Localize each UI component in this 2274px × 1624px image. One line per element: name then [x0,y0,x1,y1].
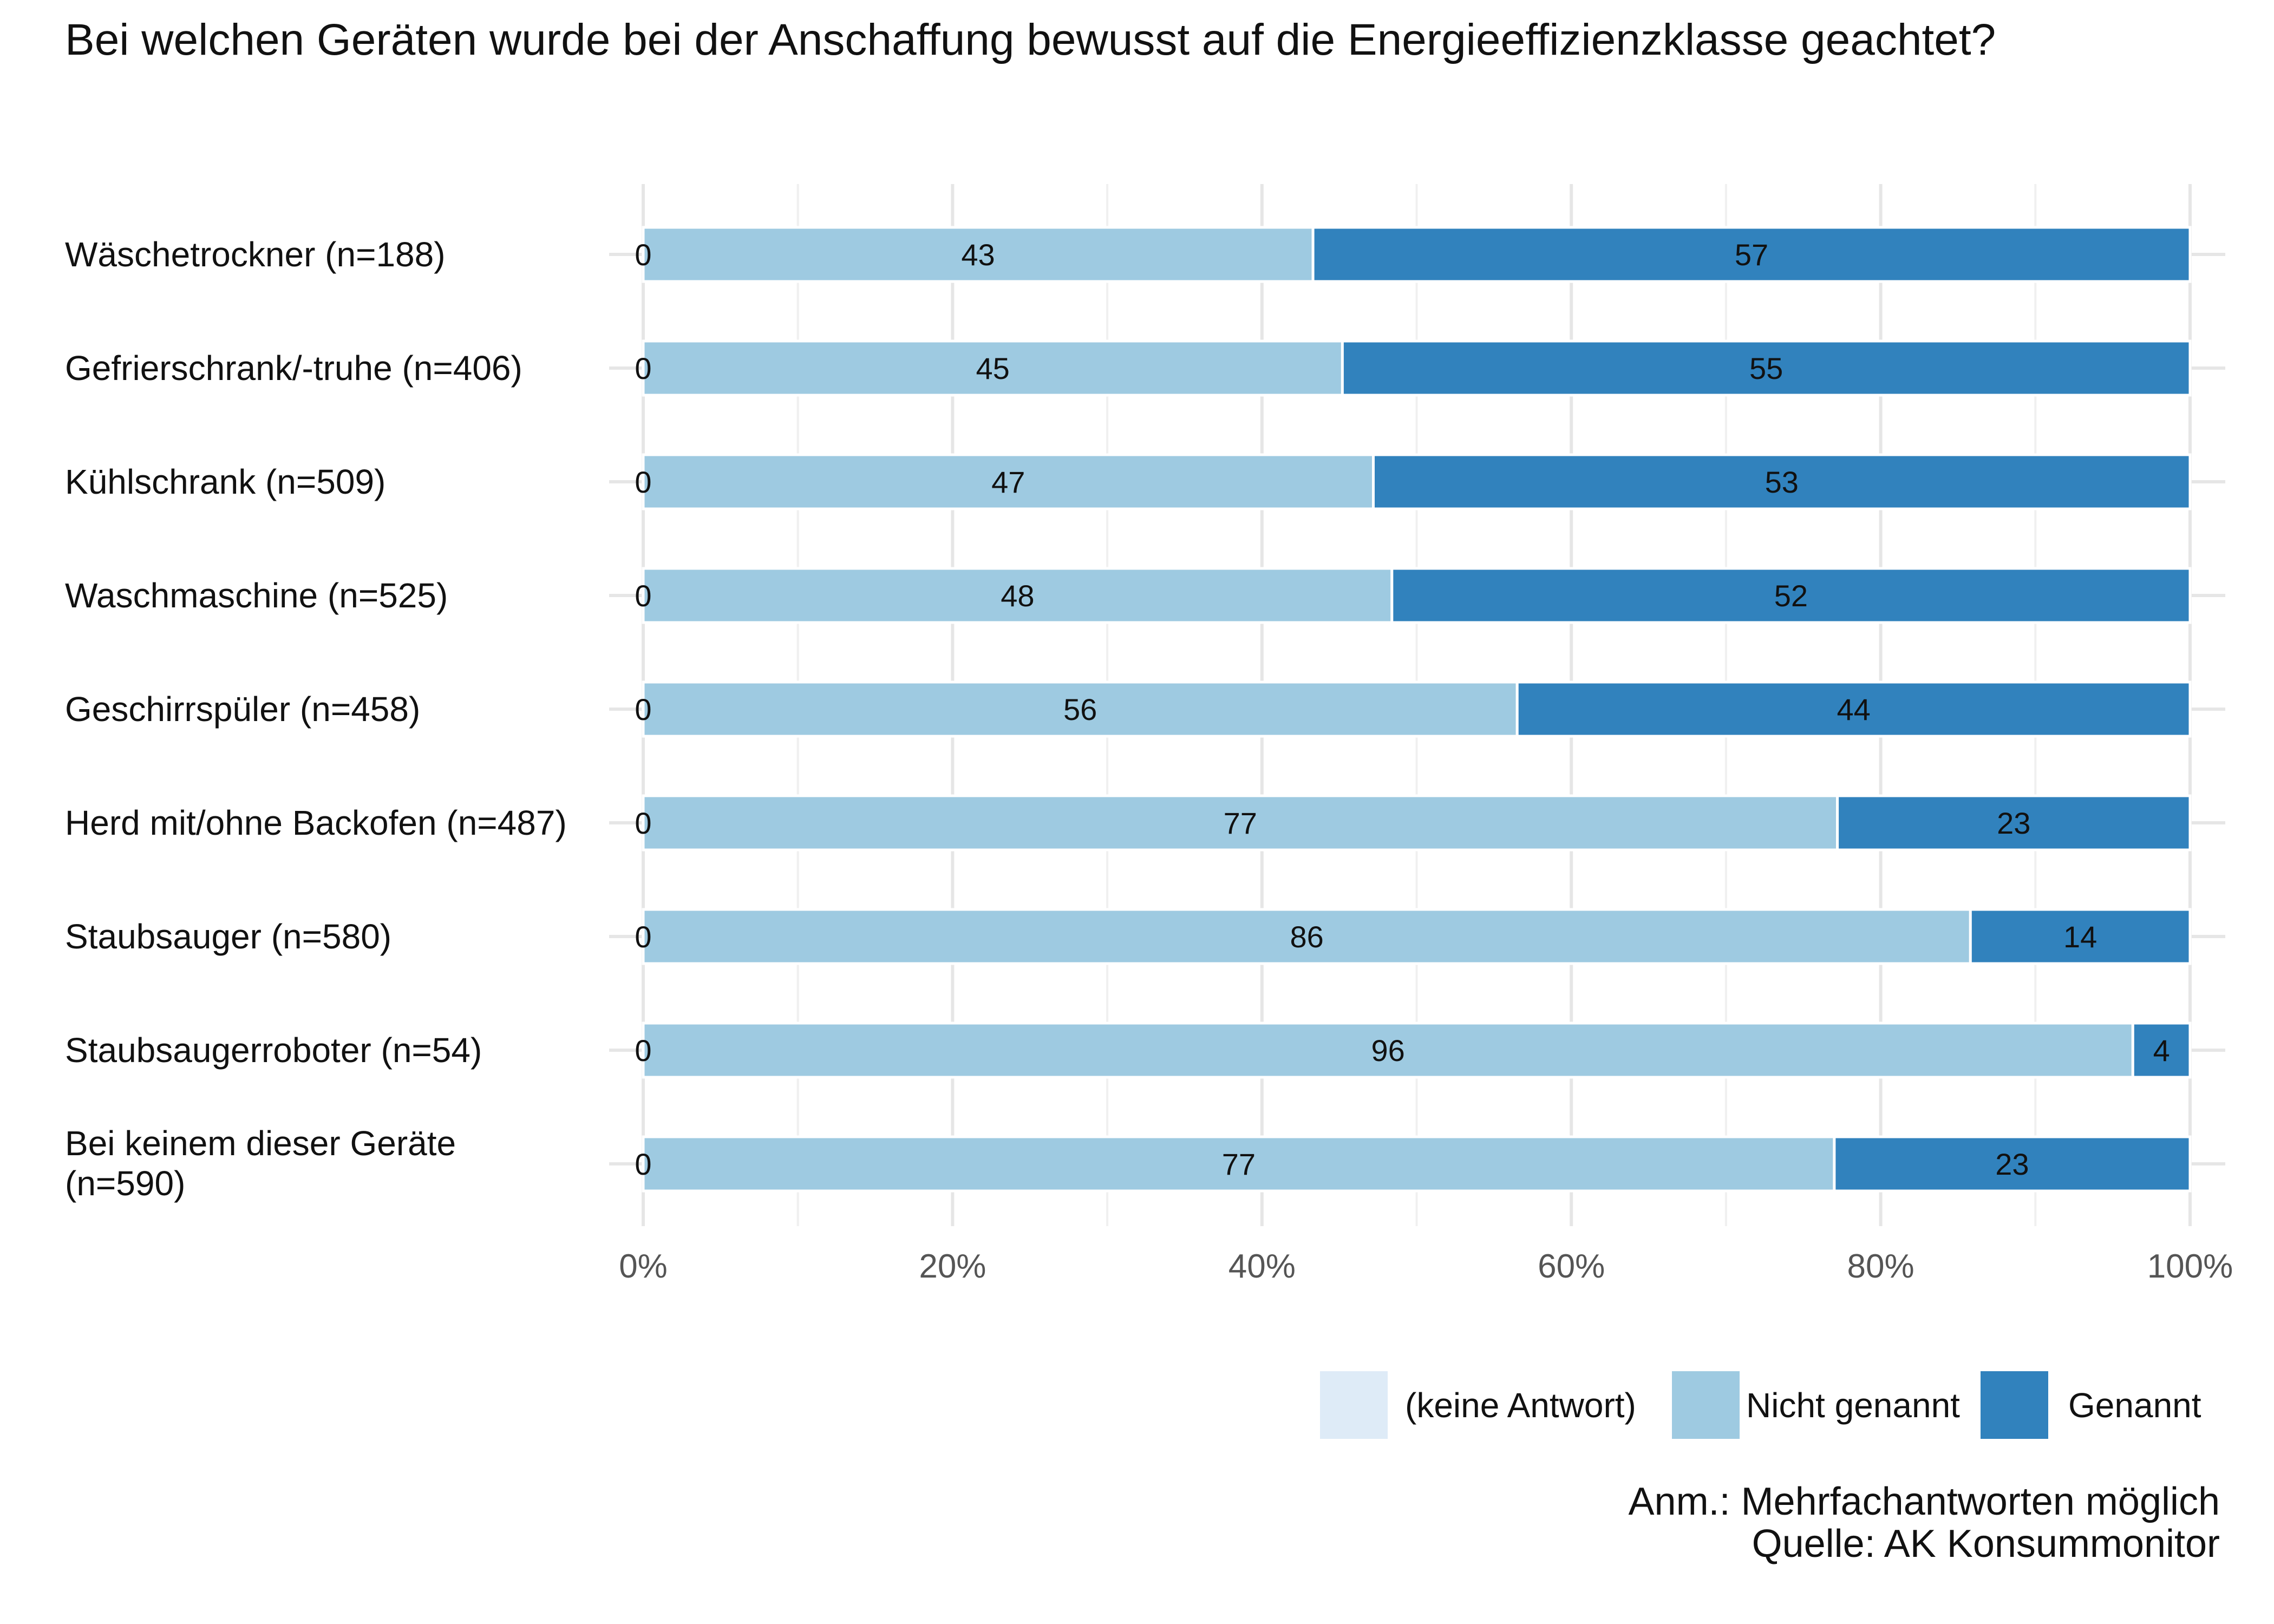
legend-swatch [1320,1371,1388,1439]
bar-genannt [1372,453,2192,510]
bars [642,226,2192,1193]
x-tick-label: 20% [919,1248,986,1285]
value-label: 23 [1997,806,2030,840]
value-label: 48 [1001,579,1034,613]
bar-genannt [1836,794,2192,852]
category-label: Geschirrspüler (n=458) [65,690,420,729]
x-tick-label: 60% [1538,1248,1605,1285]
value-label: 0 [635,1033,651,1068]
x-tick-label: 80% [1847,1248,1914,1285]
value-label: 47 [991,465,1025,499]
value-label: 86 [1290,920,1324,954]
category-label: Staubsauger (n=580) [65,917,391,956]
chart-title: Bei welchen Geräten wurde bei der Anscha… [65,15,1996,64]
legend: (keine Antwort) Nicht genannt Genannt [1320,1371,2201,1439]
value-label: 96 [1371,1033,1404,1068]
category-label: Staubsaugerroboter (n=54) [65,1031,482,1070]
value-label: 23 [1995,1147,2029,1181]
value-label: 53 [1765,465,1799,499]
value-label: 0 [635,465,651,499]
category-label: Herd mit/ohne Backofen (n=487) [65,803,567,842]
legend-label: (keine Antwort) [1405,1386,1636,1425]
value-label: 0 [635,920,651,954]
value-label: 52 [1774,579,1808,613]
bar-genannt [1969,908,2192,965]
value-label: 57 [1735,238,1768,272]
category-label-line: (n=590) [65,1164,185,1203]
value-label: 14 [2063,920,2097,954]
source-annotation: Quelle: AK Konsummonitor [1752,1522,2220,1566]
category-label: Waschmaschine (n=525) [65,576,448,615]
bar-nicht-genannt [642,1135,1836,1193]
bar-nicht-genannt [642,908,1972,965]
value-label: 0 [635,1147,651,1181]
category-label: Kühlschrank (n=509) [65,462,385,501]
bar-nicht-genannt [642,453,1375,510]
bar-nicht-genannt [642,567,1394,624]
legend-swatch [1672,1371,1740,1439]
bar-genannt [1833,1135,2192,1193]
category-label: Bei keinem dieser Geräte (n=590) [65,1124,456,1203]
value-label: 56 [1063,692,1097,726]
x-tick-label: 0% [619,1248,668,1285]
category-label: Wäschetrockner (n=188) [65,235,446,274]
value-label: 45 [976,351,1010,385]
category-label: Gefrierschrank/-truhe (n=406) [65,349,522,388]
legend-label: Genannt [2068,1386,2201,1425]
bar-nicht-genannt [642,226,1315,283]
value-label: 44 [1837,692,1870,726]
value-label: 0 [635,692,651,726]
legend-swatch [1981,1371,2048,1439]
bar-genannt [1341,339,2192,397]
bar-nicht-genannt [642,794,1839,852]
x-tick-label: 100% [2147,1248,2233,1285]
x-tick-label: 40% [1229,1248,1296,1285]
value-label: 0 [635,806,651,840]
value-label: 0 [635,238,651,272]
bar-genannt [1311,226,2192,283]
category-label-line: Bei keinem dieser Geräte [65,1124,456,1163]
value-label: 0 [635,351,651,385]
value-label: 77 [1224,806,1257,840]
value-label: 43 [961,238,995,272]
note-annotation: Anm.: Mehrfachantworten möglich [1628,1480,2220,1523]
bar-nicht-genannt [642,1021,2134,1079]
bar-genannt [2131,1021,2192,1079]
bar-genannt [1515,680,2192,738]
bar-nicht-genannt [642,339,1344,397]
value-label: 4 [2153,1033,2170,1068]
bar-genannt [1390,567,2192,624]
value-label: 77 [1222,1147,1256,1181]
value-label: 0 [635,579,651,613]
legend-label: Nicht genannt [1746,1386,1960,1425]
labels: 0% 20% 40% 60% 80% 100% Wäschetrockner (n=188)… [65,235,2233,1285]
value-label: 55 [1749,351,1783,385]
